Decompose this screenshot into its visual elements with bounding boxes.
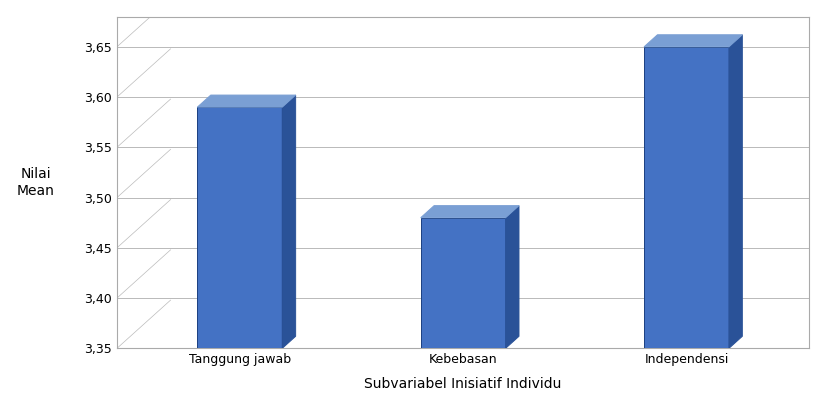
Bar [644, 47, 729, 348]
Polygon shape [729, 35, 743, 348]
Bar [420, 218, 506, 348]
X-axis label: Subvariabel Inisiatif Individu: Subvariabel Inisiatif Individu [364, 377, 562, 391]
Polygon shape [420, 206, 519, 218]
Polygon shape [506, 206, 519, 348]
Polygon shape [644, 35, 743, 47]
Polygon shape [197, 95, 296, 107]
Y-axis label: Nilai
Mean: Nilai Mean [17, 167, 55, 197]
Bar [197, 107, 282, 348]
Polygon shape [282, 95, 296, 348]
